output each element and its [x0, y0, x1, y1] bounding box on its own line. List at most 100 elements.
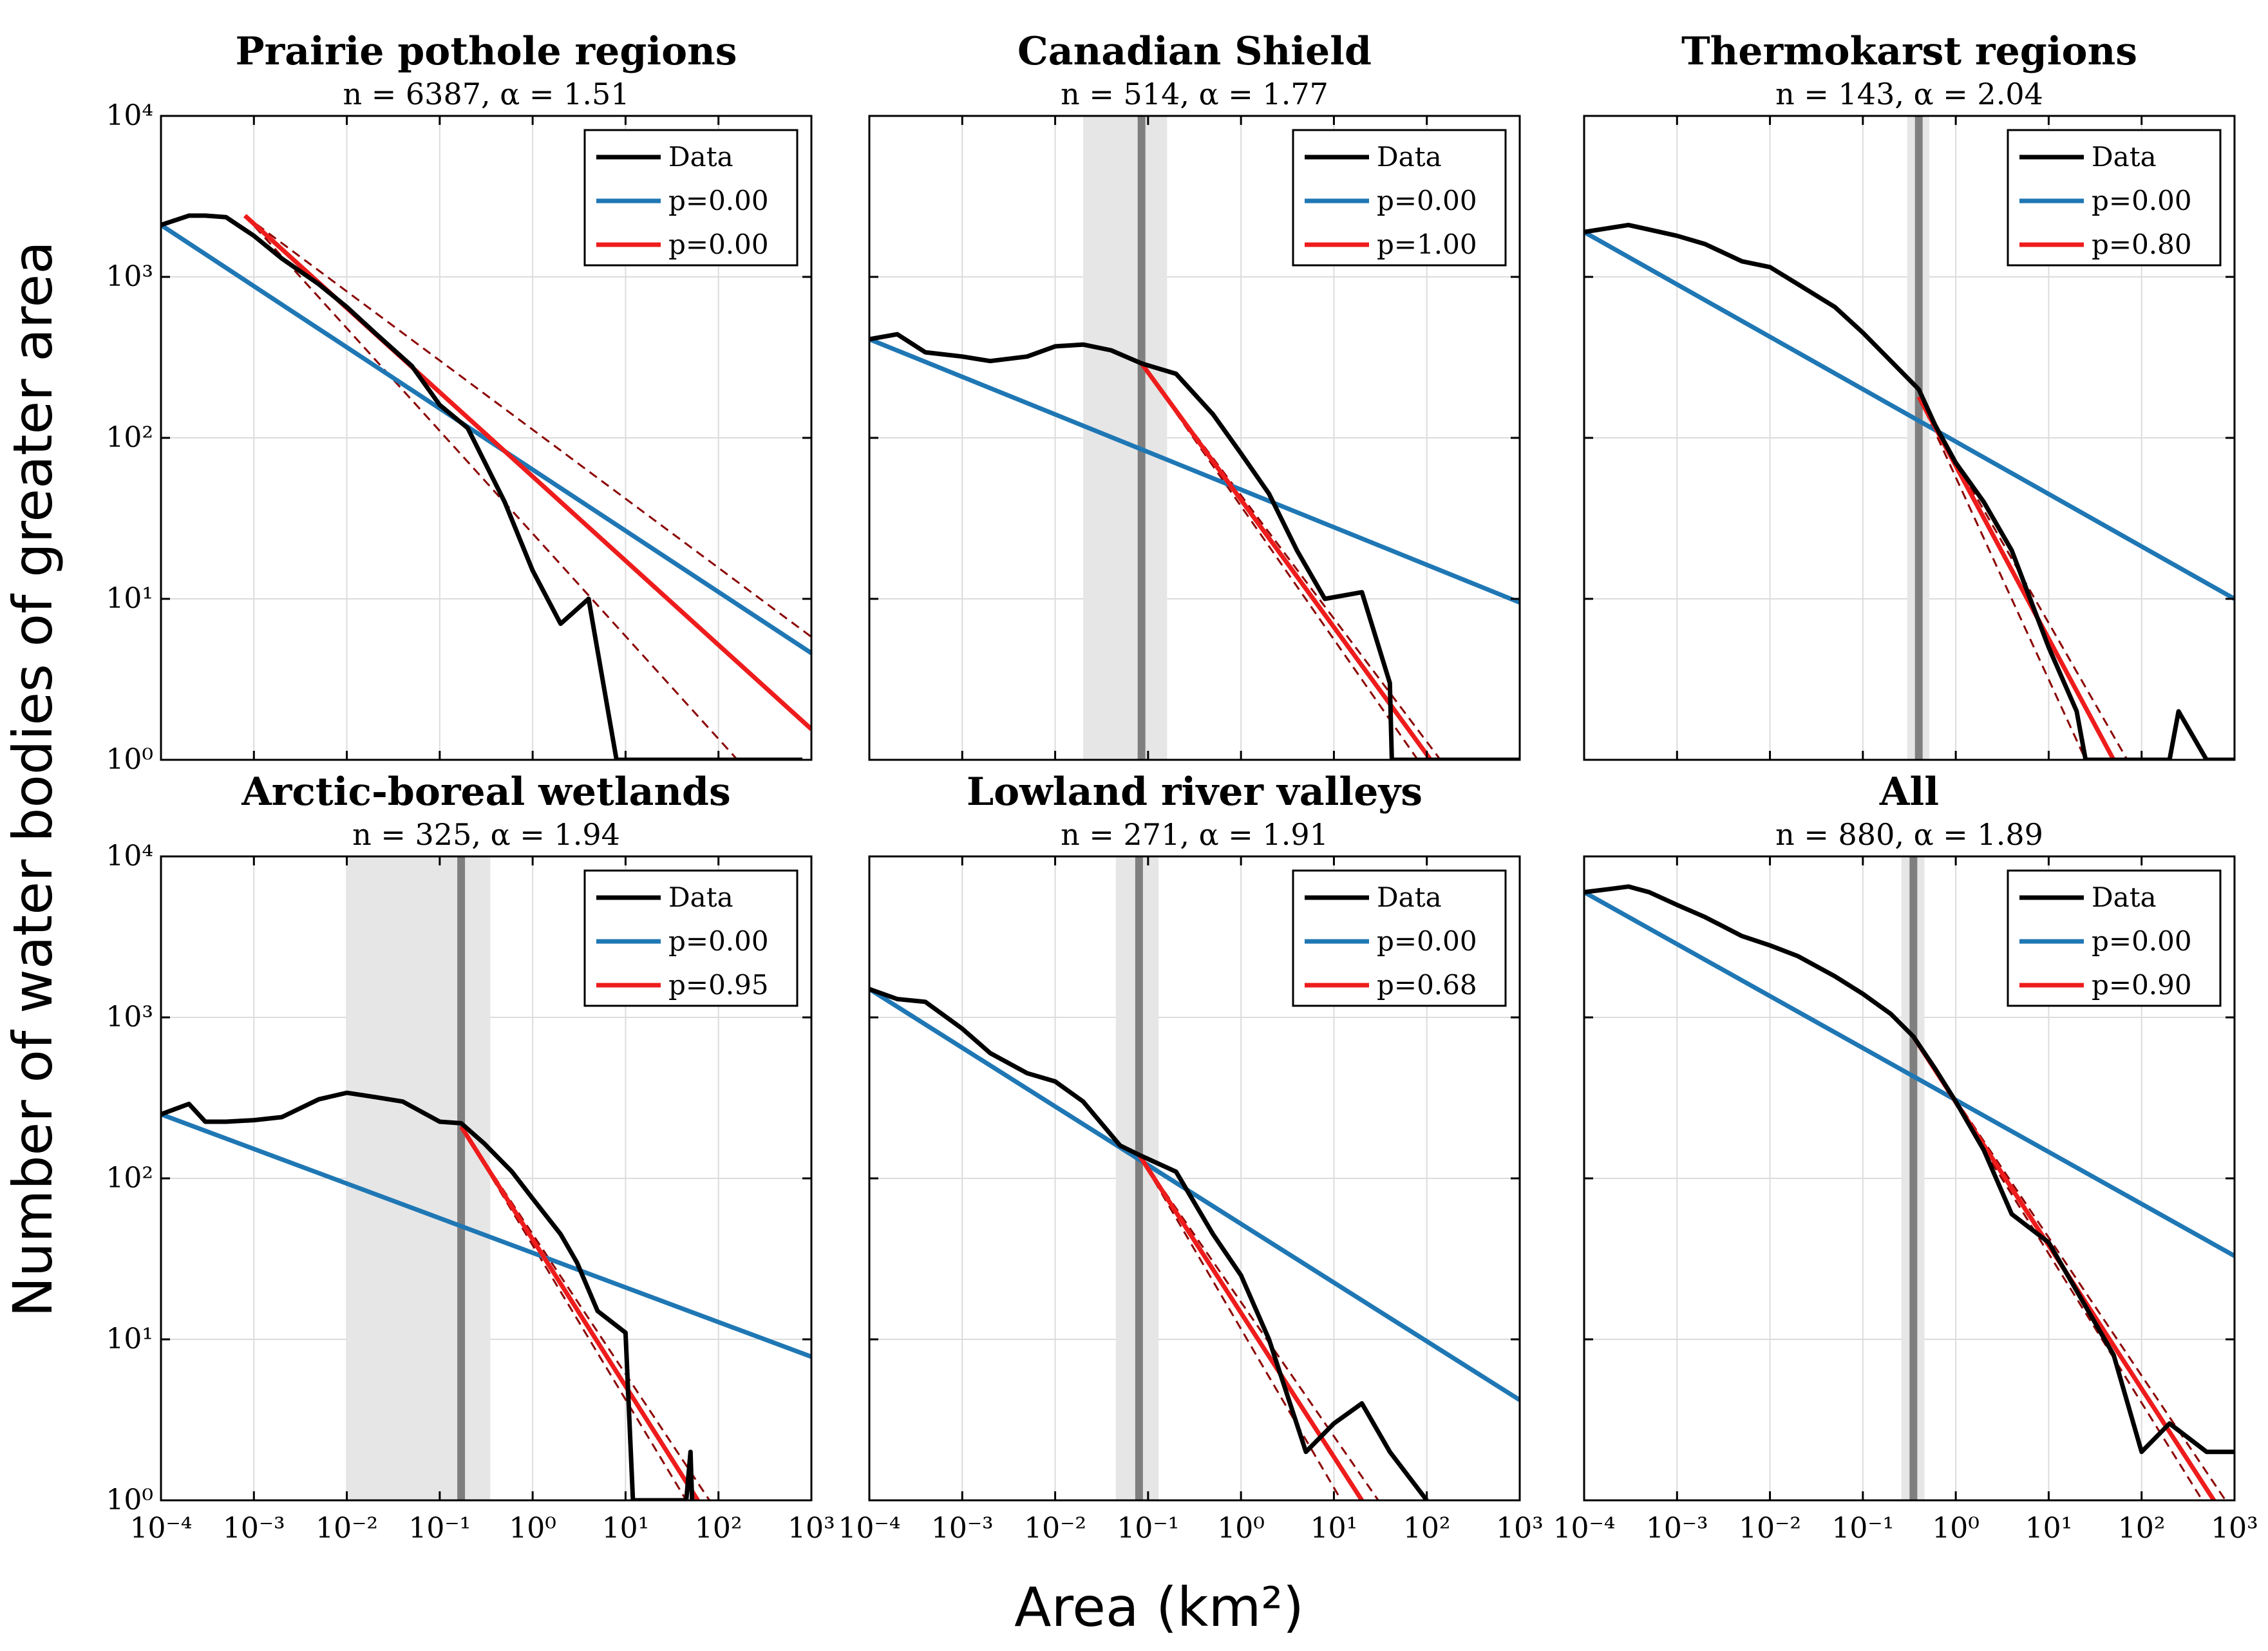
- panel-subtitle: n = 6387, α = 1.51: [343, 77, 630, 111]
- plot-series: [161, 213, 811, 760]
- y-tick-label: 10³: [106, 1001, 153, 1033]
- chart-panel-5: 10⁻⁴ 10⁻³ 10⁻² 10⁻¹ 10⁰ 10¹ 10² 10³ Lowland rive…: [838, 769, 1544, 1545]
- legend-label: p=0.90: [2092, 969, 2192, 1001]
- chart-panel-1: 10⁰ 10¹ 10² 10³ 10⁴ Prairie pothole regionsn …: [106, 29, 813, 776]
- threshold-band: [1083, 116, 1167, 760]
- panel-title: Arctic-boreal wetlands: [241, 769, 731, 815]
- x-tick-label: 10⁻²: [316, 1512, 378, 1545]
- chart-panel-4: 10⁰ 10¹ 10² 10³ 10⁴ 10⁻⁴ 10⁻³ 10⁻² 10⁻¹ 10⁰ 10¹ 10²…: [106, 769, 835, 1545]
- x-tick-label: 10⁻¹: [408, 1512, 471, 1545]
- legend-label: p=0.95: [668, 969, 769, 1001]
- panel-subtitle: n = 143, α = 2.04: [1775, 77, 2043, 111]
- y-tick-label: 10⁰: [106, 743, 153, 776]
- x-tick-label: 10⁻⁴: [1553, 1512, 1616, 1545]
- legend-label: Data: [1377, 141, 1442, 173]
- legend: Data p=0.00 p=0.00: [583, 129, 799, 267]
- ci-lower-line: [244, 214, 739, 760]
- x-tick-label: 10⁻¹: [1831, 1512, 1894, 1545]
- x-tick-label: 10⁰: [1217, 1512, 1265, 1545]
- plot-series: [1584, 222, 2235, 760]
- blue-fit-line: [869, 337, 1520, 605]
- blue-fit-line: [161, 223, 811, 656]
- x-tick-label: 10⁻¹: [1117, 1512, 1179, 1545]
- x-tick-label: 10⁰: [509, 1512, 556, 1545]
- legend-label: p=0.00: [668, 229, 769, 260]
- legend: Data p=0.00 p=0.90: [2007, 869, 2222, 1007]
- ci-lower-line: [1918, 396, 2087, 760]
- panel-subtitle: n = 325, α = 1.94: [352, 817, 620, 852]
- legend-label: Data: [2092, 882, 2157, 913]
- x-tick-label: 10⁻³: [1646, 1512, 1708, 1545]
- red-fit-line: [1139, 362, 1433, 760]
- panel-title: Prairie pothole regions: [235, 29, 737, 74]
- legend-label: Data: [2092, 141, 2157, 173]
- panel-subtitle: n = 271, α = 1.91: [1061, 817, 1328, 852]
- data-line: [161, 1090, 695, 1500]
- y-tick-label: 10³: [106, 260, 153, 293]
- x-tick-label: 10¹: [602, 1512, 650, 1545]
- legend: Data p=0.00 p=1.00: [1292, 129, 1507, 267]
- y-tick-label: 10²: [106, 1162, 153, 1194]
- legend-label: p=0.00: [1377, 925, 1477, 957]
- y-tick-label: 10¹: [106, 1323, 153, 1355]
- legend-label: p=0.80: [2092, 229, 2192, 260]
- blue-fit-line: [161, 1112, 811, 1359]
- y-tick-label: 10⁴: [106, 99, 153, 132]
- panel-title: Lowland river valleys: [967, 769, 1422, 815]
- x-tick-label: 10⁻²: [1739, 1512, 1801, 1545]
- x-tick-label: 10²: [1403, 1512, 1451, 1545]
- x-tick-label: 10³: [2211, 1512, 2258, 1545]
- legend-box: [2007, 869, 2222, 1007]
- x-tick-label: 10⁰: [1932, 1512, 1980, 1545]
- plot-series: [869, 332, 1520, 760]
- legend-label: Data: [668, 141, 733, 173]
- x-tick-label: 10⁻²: [1024, 1512, 1086, 1545]
- y-tick-label: 10⁰: [106, 1484, 153, 1516]
- y-tick-label: 10²: [106, 421, 153, 454]
- panel-subtitle: n = 514, α = 1.77: [1061, 77, 1328, 111]
- data-line: [1584, 222, 2235, 760]
- x-tick-label: 10²: [2118, 1512, 2166, 1545]
- x-tick-label: 10⁻⁴: [838, 1512, 901, 1545]
- legend-label: Data: [1377, 882, 1442, 913]
- y-tick-label: 10¹: [106, 582, 153, 615]
- x-tick-label: 10⁻³: [931, 1512, 994, 1545]
- plot-series: [1584, 884, 2235, 1500]
- legend: Data p=0.00 p=0.95: [583, 869, 799, 1007]
- x-tick-label: 10³: [788, 1512, 835, 1545]
- panel-title: Thermokarst regions: [1681, 29, 2137, 74]
- y-tick-label: 10⁴: [106, 840, 153, 873]
- legend-label: p=0.00: [1377, 185, 1477, 216]
- legend-label: p=0.00: [2092, 925, 2192, 957]
- legend-label: p=0.68: [1377, 969, 1477, 1001]
- data-line: [161, 213, 802, 760]
- blue-fit-line: [1584, 890, 2235, 1258]
- panel-title: Canadian Shield: [1017, 29, 1372, 74]
- data-line: [1584, 884, 2235, 1455]
- blue-fit-line: [869, 987, 1520, 1402]
- y-axis-label: Number of water bodies of greater area: [1, 241, 64, 1317]
- data-line: [869, 332, 1520, 760]
- ci-lower-line: [1138, 1154, 1343, 1500]
- threshold-band: [346, 856, 491, 1500]
- legend-label: p=0.00: [668, 185, 769, 216]
- x-tick-label: 10²: [695, 1512, 742, 1545]
- legend: Data p=0.00 p=0.80: [2007, 129, 2222, 267]
- x-tick-label: 10⁻⁴: [130, 1512, 193, 1545]
- x-tick-label: 10¹: [1310, 1512, 1358, 1545]
- ci-lower-line: [460, 1126, 687, 1500]
- blue-fit-line: [1584, 230, 2235, 601]
- legend-label: Data: [668, 882, 733, 913]
- ci-upper-line: [1138, 1154, 1379, 1500]
- panel-title: All: [1879, 769, 1939, 815]
- legend-label: p=0.00: [2092, 185, 2192, 216]
- x-tick-label: 10⁻³: [223, 1512, 285, 1545]
- panel-subtitle: n = 880, α = 1.89: [1775, 817, 2043, 852]
- legend: Data p=0.00 p=0.68: [1292, 869, 1507, 1007]
- plot-series: [869, 986, 1520, 1500]
- plot-series: [161, 1090, 811, 1500]
